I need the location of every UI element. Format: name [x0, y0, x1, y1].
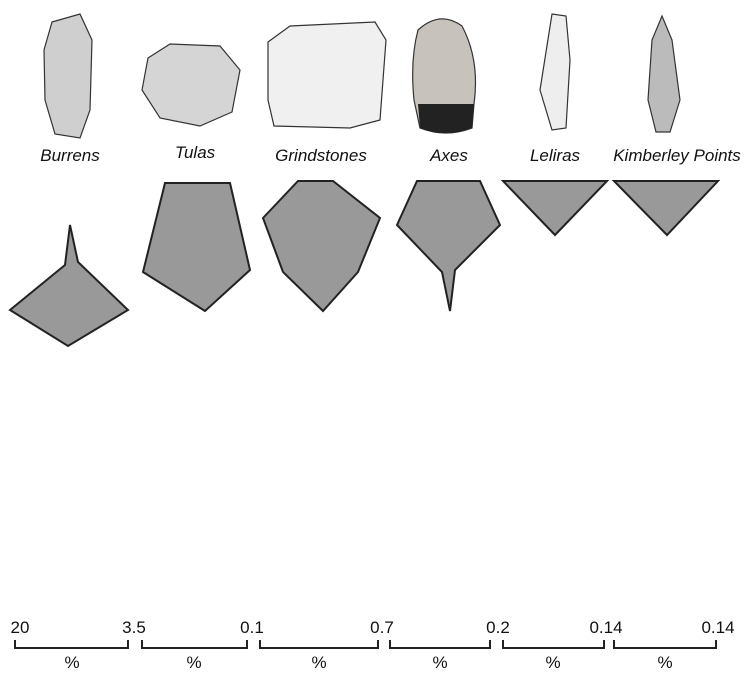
scale-bracket [613, 640, 717, 649]
frequency-shape [261, 180, 382, 313]
grindstone-image [267, 21, 387, 129]
column-label: Axes [429, 146, 468, 165]
scale-label: 0.2 [486, 618, 510, 637]
unit-label: % [432, 653, 447, 672]
frequency-shape [611, 180, 721, 237]
frequency-shape [500, 180, 610, 237]
scale-label: 3.5 [122, 618, 146, 637]
lelira-image [539, 13, 571, 131]
column-label: Tulas [175, 143, 216, 162]
scale-label: 20 [11, 618, 30, 637]
frequency-shape [395, 180, 502, 312]
scale-bracket [14, 640, 129, 649]
axe-butt [418, 104, 474, 133]
frequency-shape [8, 224, 130, 348]
scale-bracket [502, 640, 605, 649]
column-label: Leliras [530, 146, 581, 165]
column-label: Burrens [40, 146, 100, 165]
column-label: Grindstones [275, 146, 367, 165]
scale-label: 0.14 [701, 618, 734, 637]
burren-image [43, 13, 93, 139]
scale-label: 0.7 [370, 618, 394, 637]
scale-label: 0.1 [240, 618, 264, 637]
scale-bracket [141, 640, 248, 649]
unit-label: % [64, 653, 79, 672]
column-label: Kimberley Points [613, 146, 741, 165]
artifact-images [43, 13, 681, 139]
unit-label: % [545, 653, 560, 672]
unit-label: % [186, 653, 201, 672]
scale-label: 0.14 [589, 618, 622, 637]
unit-label: % [657, 653, 672, 672]
scale-bracket [259, 640, 379, 649]
tula-image [141, 43, 241, 127]
frequency-shape [141, 182, 252, 313]
scale-bracket [389, 640, 491, 649]
kimberley-point-image [647, 14, 681, 133]
unit-label: % [311, 653, 326, 672]
